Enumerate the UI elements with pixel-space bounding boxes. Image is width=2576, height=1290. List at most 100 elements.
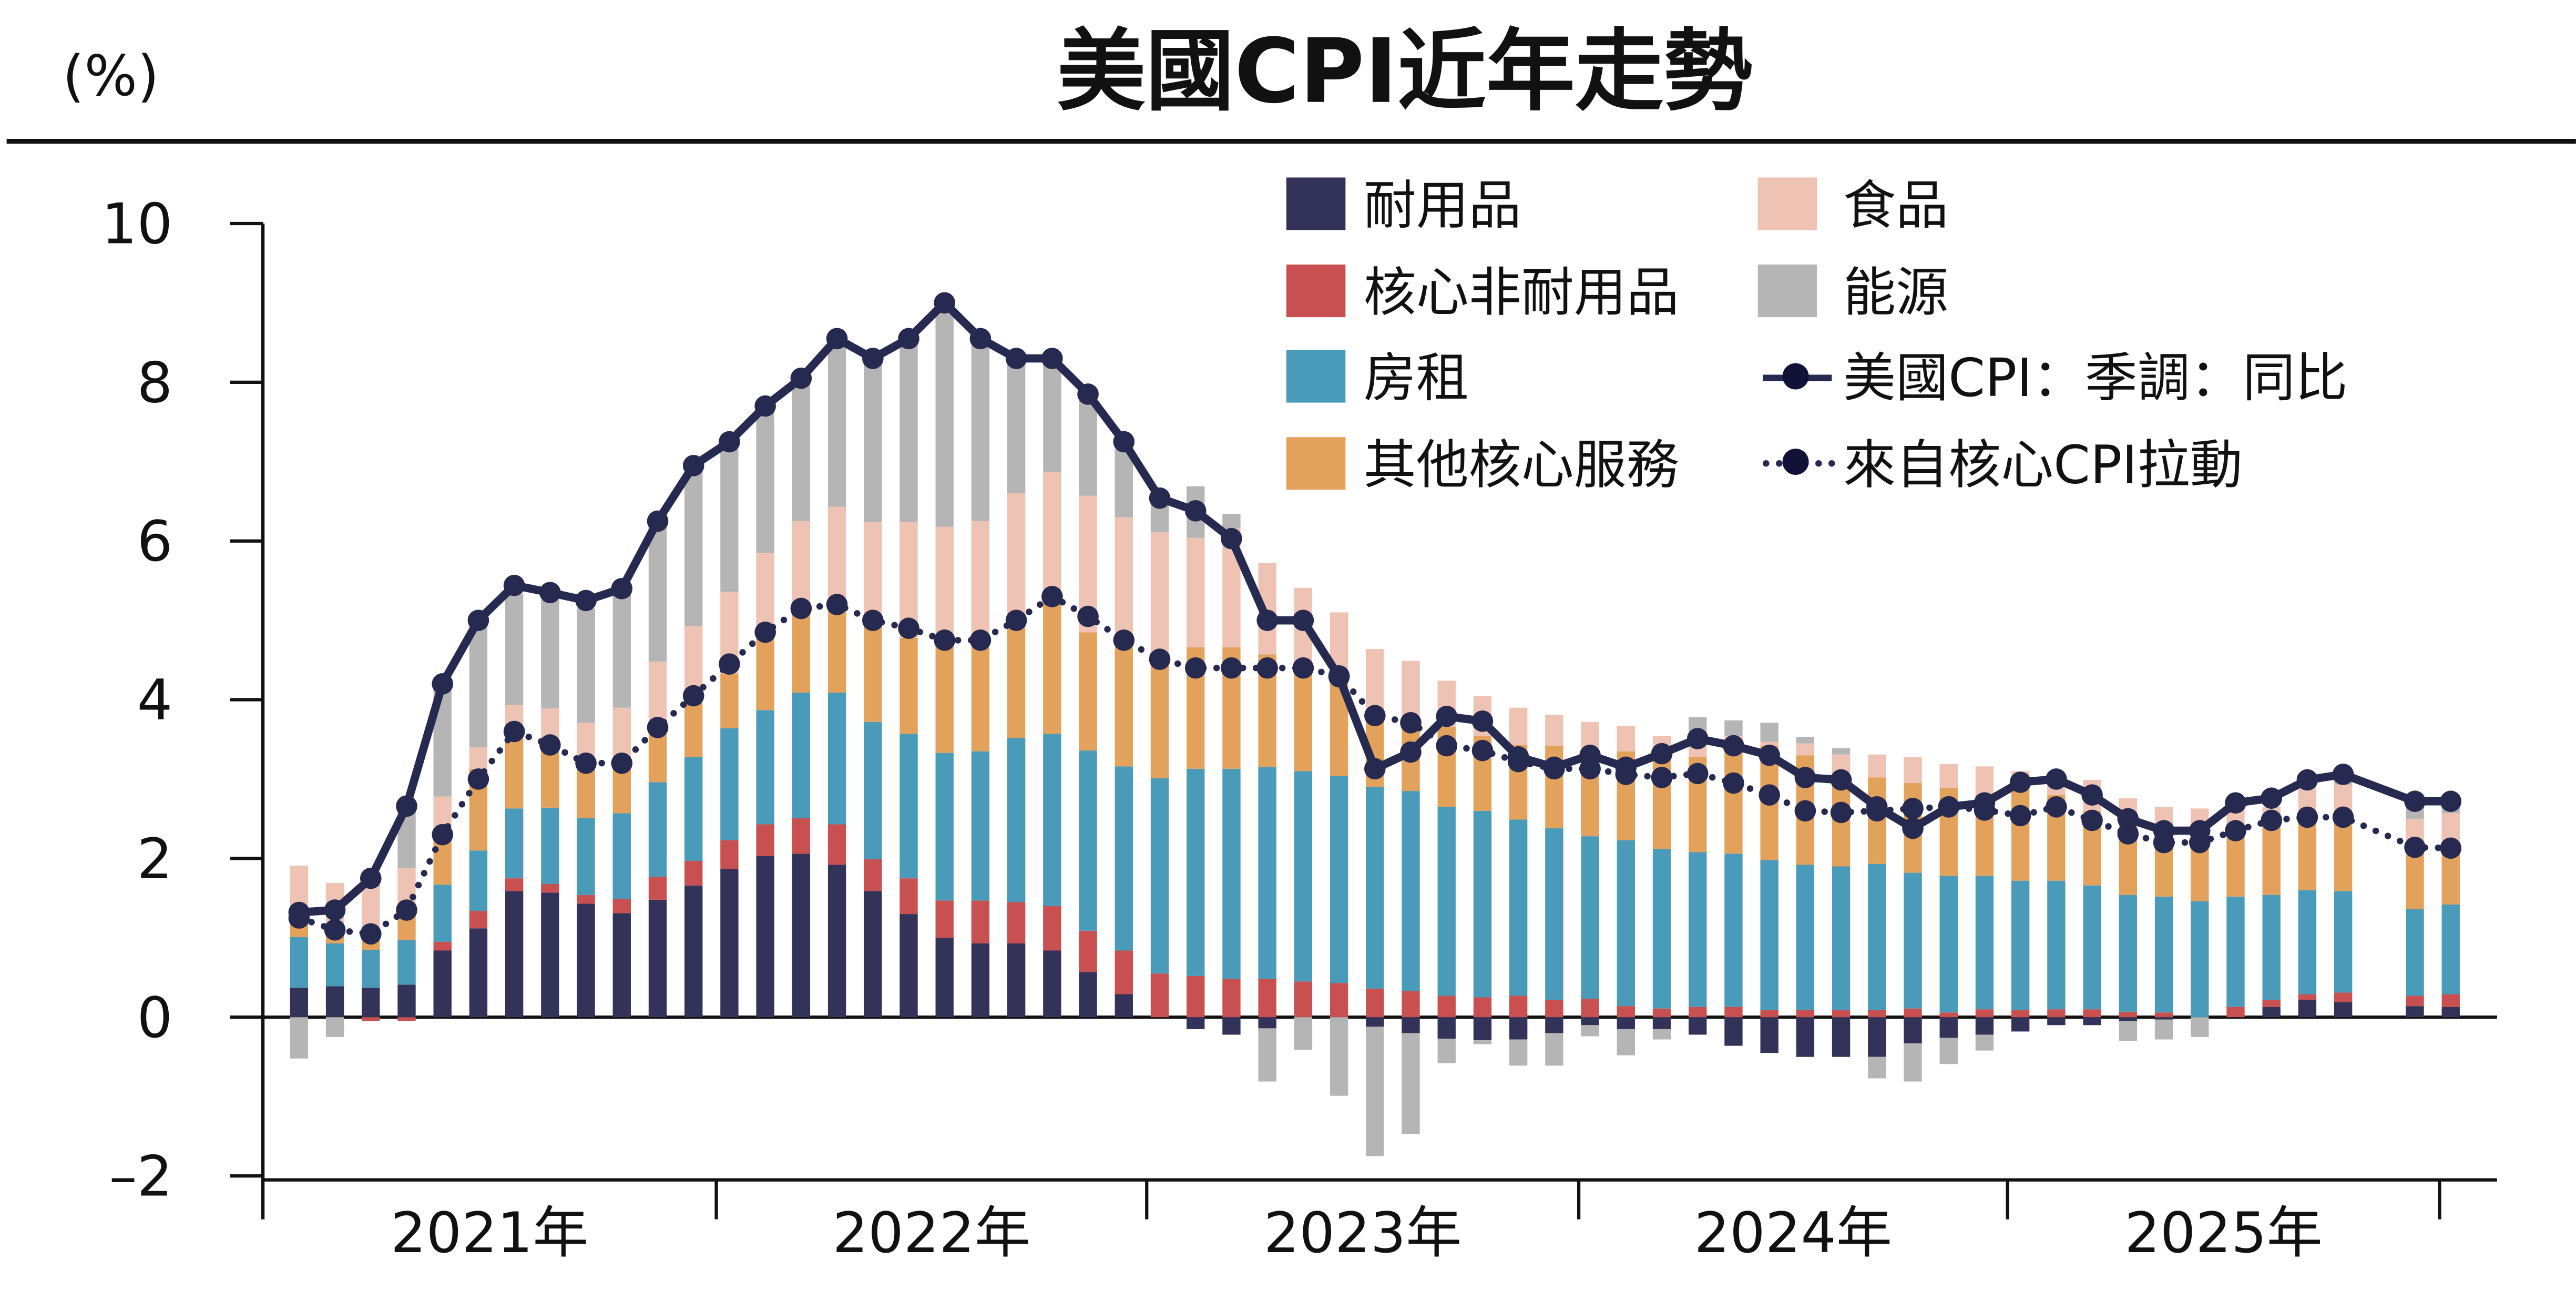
bar-segment: [756, 407, 774, 553]
bar-segment: [1043, 734, 1061, 906]
core-contribution-point: [1974, 799, 1996, 821]
bar-segment: [1079, 750, 1097, 931]
core-contribution-point: [2046, 796, 2067, 818]
cpi-point: [1794, 767, 1816, 788]
y-tick-label: 2: [137, 827, 173, 892]
bar-segment: [827, 865, 846, 1018]
bar-segment: [792, 608, 811, 693]
bar-segment: [1904, 757, 1922, 784]
cpi-point: [396, 795, 417, 817]
cpi-point: [2440, 790, 2462, 812]
bar-segment: [325, 986, 344, 1018]
cpi-point: [575, 590, 597, 612]
core-contribution-point: [2332, 806, 2354, 828]
core-contribution-point: [790, 597, 812, 619]
core-contribution-point: [1543, 758, 1565, 780]
bar-segment: [684, 467, 703, 626]
bars: [290, 303, 2460, 1156]
bar-segment: [1689, 1017, 1707, 1035]
bar-segment: [2262, 1000, 2281, 1007]
bar-segment: [1868, 1010, 1886, 1018]
bar-segment: [1222, 768, 1241, 979]
bar-segment: [720, 869, 739, 1018]
bar-segment: [1222, 979, 1241, 1018]
bar-segment: [1796, 737, 1815, 744]
bar-segment: [1222, 1017, 1241, 1035]
bar-segment: [899, 734, 918, 879]
bar-segment: [792, 377, 811, 521]
bar-segment: [899, 878, 918, 915]
bar-segment: [1796, 865, 1815, 1010]
bar-segment: [720, 840, 739, 869]
bar-segment: [684, 860, 703, 886]
bar-segment: [935, 900, 954, 938]
bar-segment: [1689, 852, 1707, 1007]
bar-segment: [720, 728, 739, 840]
bar-segment: [2011, 779, 2030, 881]
core-contribution-point: [862, 610, 884, 631]
core-contribution-point: [1256, 657, 1278, 679]
legend-swatch-core-nondurable: [1286, 265, 1346, 318]
bar-segment: [612, 813, 631, 899]
bar-segment: [1975, 1009, 1994, 1018]
core-contribution-point: [898, 617, 919, 639]
bar-segment: [290, 937, 309, 988]
page-title: 美國CPI近年走勢: [1057, 19, 1753, 123]
legend-label-other-core-services: 其他核心服務: [1364, 434, 1679, 496]
bar-segment: [1115, 994, 1133, 1018]
bar-segment: [505, 738, 524, 809]
bar-segment: [648, 782, 667, 877]
cpi-point: [647, 510, 669, 532]
bar-segment: [1796, 743, 1815, 756]
core-contribution-point: [1149, 648, 1171, 670]
y-tick-label: 4: [137, 668, 173, 733]
bar-segment: [2011, 1017, 2030, 1032]
bar-segment: [2011, 880, 2030, 1010]
bar-segment: [1366, 648, 1384, 715]
core-contribution-point: [1221, 657, 1242, 679]
bar-segment: [971, 521, 990, 647]
bar-segment: [1007, 738, 1026, 902]
bar-segment: [1258, 1028, 1276, 1082]
cpi-point: [1221, 527, 1242, 550]
bar-segment: [541, 600, 559, 709]
core-contribution-point: [2189, 831, 2211, 854]
bar-segment: [1832, 748, 1851, 755]
bar-segment: [827, 608, 846, 693]
bar-segment: [792, 692, 811, 818]
core-contribution-point: [1866, 800, 1888, 822]
core-contribution-point: [2404, 836, 2426, 858]
bar-segment: [2191, 901, 2209, 1018]
bar-segment: [2047, 1009, 2066, 1018]
core-contribution-point: [2153, 831, 2175, 854]
bar-segment: [1330, 776, 1348, 983]
core-contribution-point: [539, 734, 561, 756]
bar-segment: [612, 594, 631, 708]
bar-segment: [325, 1017, 344, 1038]
core-contribution-point: [1507, 750, 1529, 773]
legend-label-food: 食品: [1843, 175, 1948, 236]
bar-segment: [971, 647, 990, 751]
cpi-point: [1436, 705, 1458, 727]
bar-segment: [684, 703, 703, 757]
bar-segment: [1617, 1017, 1635, 1029]
bar-segment: [2298, 890, 2317, 994]
bar-segment: [1939, 764, 1958, 788]
core-contribution-point: [1436, 735, 1458, 757]
bar-segment: [1007, 360, 1026, 494]
bar-segment: [433, 950, 452, 1018]
cpi-point: [1113, 431, 1135, 453]
bar-segment: [2154, 1017, 2173, 1020]
cpi-point: [1292, 610, 1314, 631]
bar-segment: [827, 692, 846, 825]
y-tick-label: 0: [137, 986, 173, 1051]
core-contribution-point: [324, 919, 346, 941]
cpi-point: [2225, 792, 2246, 814]
bar-segment: [469, 747, 488, 769]
bar-segment: [290, 1017, 309, 1059]
bar-segment: [612, 899, 631, 913]
bar-segment: [1581, 836, 1599, 999]
bar-segment: [541, 892, 559, 1018]
bar-segment: [2334, 891, 2353, 993]
